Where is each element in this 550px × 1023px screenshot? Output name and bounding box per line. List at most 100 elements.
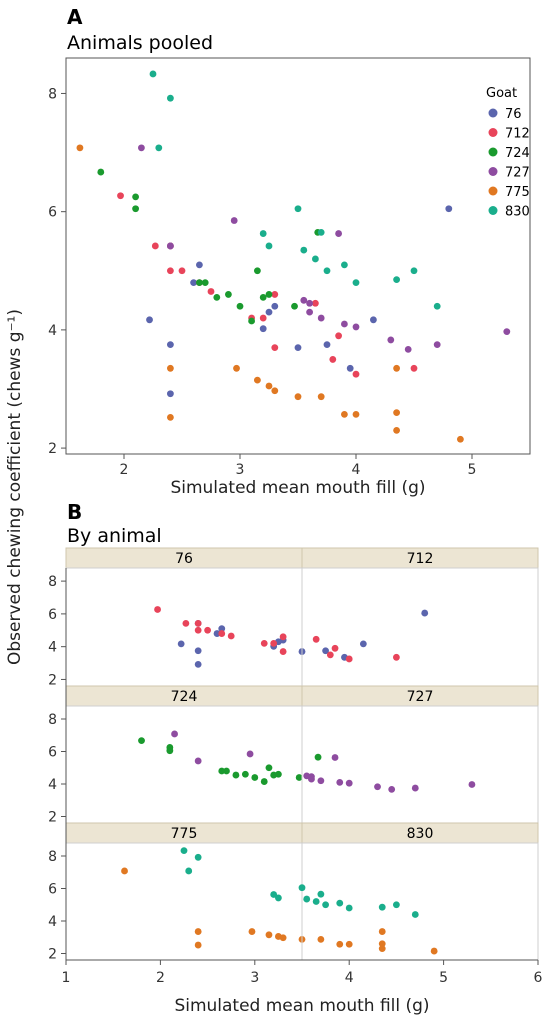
point-goat-76: [167, 341, 174, 349]
facet-frame-727: [301, 705, 539, 824]
point-goat-830: [167, 94, 174, 102]
facet-label-775: 775: [171, 826, 198, 842]
y-tick-label: 2: [48, 947, 57, 963]
facet-point-76: [177, 640, 185, 648]
facet-point-775: [279, 934, 287, 942]
point-goat-775: [167, 364, 174, 372]
point-goat-76: [294, 344, 302, 352]
panel-a-title: Animals pooled: [67, 32, 213, 54]
point-goat-775: [457, 435, 464, 443]
facet-point-775: [265, 931, 273, 939]
facet-point-830: [185, 867, 193, 875]
facet-point-830: [180, 847, 188, 855]
y-tick-label: 8: [48, 712, 57, 728]
facet-point-724: [138, 737, 145, 745]
point-goat-727: [300, 296, 308, 304]
panel-a-y-ticks: 2 4 6 8: [48, 86, 66, 457]
facet-point-712: [312, 635, 320, 643]
point-goat-775: [393, 426, 400, 434]
point-goat-76: [196, 261, 203, 269]
facet-point-775: [317, 935, 325, 943]
facet-point-727: [468, 781, 476, 788]
facet-point-727: [331, 754, 339, 761]
facet-point-727: [374, 783, 381, 791]
facet-point-724: [260, 778, 268, 785]
facet-label-830: 830: [407, 826, 434, 842]
point-goat-724: [132, 205, 140, 213]
legend-marker-830: [488, 206, 498, 215]
facet-point-712: [279, 648, 287, 655]
facet-point-724: [223, 767, 230, 775]
facet-point-727: [171, 730, 178, 738]
facet-label-724: 724: [171, 689, 198, 705]
point-goat-76: [167, 390, 174, 398]
facet-point-830: [345, 904, 353, 912]
y-tick-label: 8: [48, 574, 57, 590]
x-tick-label: 2: [120, 462, 129, 478]
facet-point-775: [194, 941, 202, 949]
facet-point-712: [182, 619, 190, 627]
legend-marker-712: [488, 128, 498, 137]
facet-point-775: [430, 947, 438, 955]
point-goat-830: [265, 242, 273, 250]
facet-point-727: [317, 777, 325, 785]
point-goat-724: [225, 291, 232, 298]
facet-point-724: [241, 770, 249, 778]
facet-point-712: [218, 630, 226, 637]
facet-point-76: [359, 640, 367, 648]
point-goat-76: [346, 364, 354, 372]
facet-point-830: [275, 894, 282, 902]
facet-point-76: [421, 609, 429, 617]
point-goat-775: [393, 409, 400, 417]
point-goat-724: [213, 293, 221, 301]
legend-marker-724: [488, 147, 498, 157]
point-goat-76: [370, 316, 377, 324]
y-tick-label: 4: [48, 777, 57, 793]
point-goat-712: [259, 314, 267, 322]
facet-point-712: [194, 626, 202, 634]
y-tick-label: 2: [48, 441, 57, 457]
x-tick-label: 5: [439, 970, 448, 986]
panel-a-x-axis-title: Simulated mean mouth fill (g): [170, 478, 425, 498]
facet-point-727: [411, 784, 419, 792]
facet-point-712: [260, 639, 268, 647]
panel-a-frame: [65, 57, 531, 455]
point-goat-712: [271, 291, 279, 298]
legend: Goat 76 712 724 727 775 830: [486, 86, 530, 220]
point-goat-830: [300, 246, 308, 254]
point-goat-727: [230, 217, 238, 224]
facet-point-724: [295, 774, 303, 781]
point-goat-724: [291, 302, 298, 310]
point-goat-830: [149, 70, 157, 78]
facet-point-712: [204, 626, 212, 634]
point-goat-830: [312, 255, 319, 263]
point-goat-727: [387, 336, 395, 344]
point-goat-712: [167, 267, 174, 275]
point-goat-830: [393, 276, 400, 284]
point-goat-712: [329, 356, 337, 363]
point-goat-830: [433, 302, 441, 310]
point-goat-76: [190, 279, 198, 286]
point-goat-775: [254, 376, 261, 384]
legend-label-830: 830: [505, 205, 530, 220]
legend-marker-727: [488, 167, 498, 176]
point-goat-775: [352, 411, 360, 418]
point-goat-727: [306, 308, 313, 316]
legend-label-76: 76: [505, 107, 522, 122]
facet-frame-724: [65, 705, 303, 824]
point-goat-724: [254, 267, 261, 275]
point-goat-724: [97, 168, 105, 176]
panel-a-x-ticks: 2 3 4 5: [120, 454, 476, 478]
point-goat-727: [138, 144, 145, 152]
facet-point-712: [331, 644, 339, 652]
facet-point-830: [322, 901, 329, 909]
facet-point-76: [213, 630, 221, 637]
point-goat-775: [393, 364, 400, 372]
facet-point-727: [345, 779, 353, 787]
x-tick-label: 3: [236, 462, 245, 478]
facet-point-830: [393, 901, 400, 909]
facet-point-712: [279, 633, 287, 641]
point-goat-830: [155, 144, 163, 152]
facet-point-724: [218, 767, 226, 775]
